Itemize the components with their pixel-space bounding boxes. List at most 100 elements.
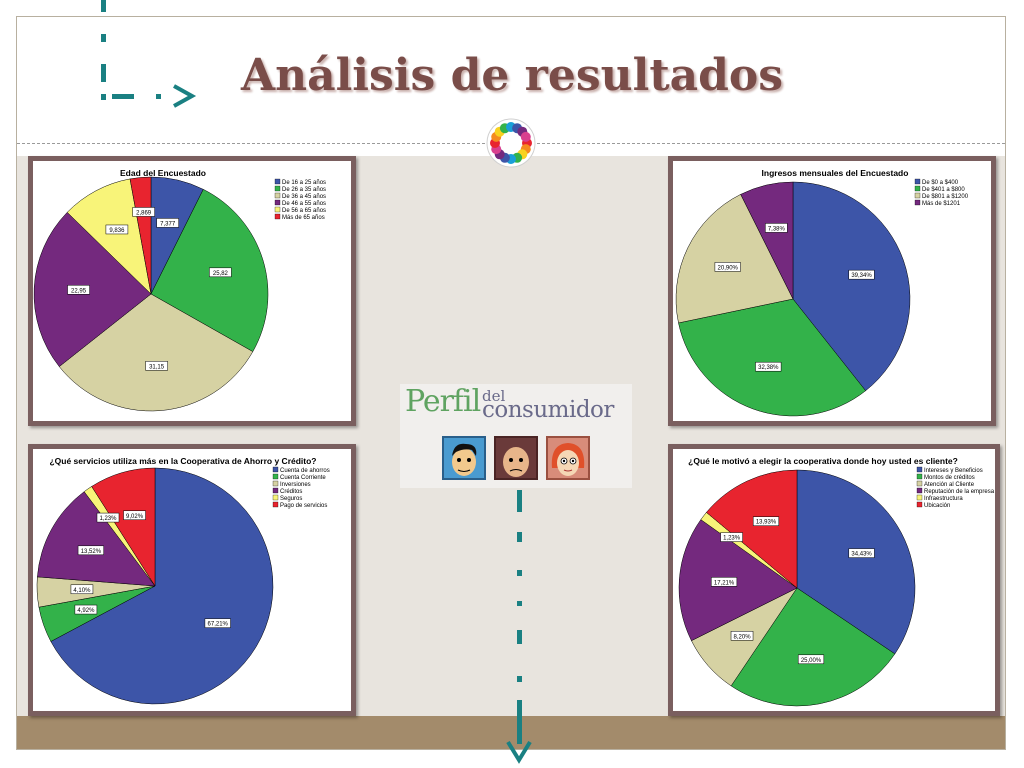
- legend-swatch: [274, 206, 281, 213]
- slice-label-box: [755, 361, 782, 372]
- bottom-arrow-icon: [517, 490, 522, 744]
- chart-services: ¿Qué servicios utiliza más en la Coopera…: [28, 444, 356, 716]
- slice-label-box: [752, 516, 780, 526]
- legend-entry: De 26 a 35 años: [282, 187, 326, 193]
- chart-title: ¿Qué le motivó a elegir la cooperativa d…: [688, 456, 958, 466]
- legend-swatch: [274, 192, 281, 199]
- bottom-chevron-icon: [506, 740, 532, 764]
- pie-chart-svg: Ingresos mensuales del Encuestado 39,34% 3…: [675, 168, 969, 417]
- legend-entry: Cuenta Corriente: [280, 475, 326, 481]
- legend-swatch: [272, 473, 279, 480]
- slice-label: 4,10%: [73, 588, 91, 594]
- legend-entry: Cuenta de ahorros: [280, 468, 330, 474]
- slice-label: 1,23%: [99, 516, 117, 522]
- slice-label-box: [204, 618, 231, 628]
- legend-swatch: [274, 213, 281, 220]
- slice-label: 22,95: [71, 288, 87, 294]
- pie-slice: [33, 211, 152, 367]
- legend-swatch: [914, 178, 921, 185]
- chart-title: Edad del Encuestado: [120, 168, 206, 178]
- slice-label-box: [70, 584, 94, 595]
- slice-label-box: [209, 267, 232, 278]
- slice-label: 67,21%: [208, 622, 229, 628]
- legend-entry: Más de $1201: [922, 201, 961, 207]
- chart-title: ¿Qué servicios utiliza más en la Coopera…: [49, 456, 316, 466]
- pie-slice: [678, 298, 866, 417]
- legend-entry: Pago de servicios: [280, 503, 327, 509]
- slice-label: 31,15: [149, 364, 165, 370]
- legend-swatch: [916, 501, 923, 508]
- legend-swatch: [272, 494, 279, 501]
- slice-label: 9,836: [109, 228, 125, 234]
- pie-chart-svg: Edad del Encuestado 7,377 25,82 31,15 22,95 9…: [33, 168, 326, 412]
- slice-label-box: [74, 604, 98, 615]
- face-man-icon: [442, 436, 486, 480]
- legend-swatch: [916, 487, 923, 494]
- slice-label: 34,43%: [851, 552, 872, 558]
- slice-label: 32,38%: [758, 365, 779, 371]
- pie-slice: [678, 519, 798, 642]
- slice-label-box: [730, 631, 754, 641]
- slice-label: 20,90%: [718, 265, 739, 271]
- slice-label-box: [105, 224, 129, 235]
- slice-label: 13,52%: [81, 549, 102, 555]
- logo-word-consumidor: consumidor: [482, 397, 614, 423]
- slice-label: 13,93%: [756, 520, 777, 526]
- slice-label-box: [797, 654, 825, 665]
- slice-label-box: [720, 532, 743, 542]
- slice-label-box: [67, 285, 90, 295]
- people-circle-icon: [486, 118, 536, 168]
- pie-chart-svg: ¿Qué le motivó a elegir la cooperativa d…: [678, 456, 995, 707]
- pie-slice: [796, 469, 916, 655]
- logo-word-del: del: [482, 387, 506, 405]
- slice-label-box: [77, 545, 104, 556]
- legend-entry: De 36 a 45 años: [282, 194, 326, 200]
- pie-slice: [37, 491, 156, 587]
- slice-label: 4,92%: [77, 608, 95, 614]
- legend-swatch: [914, 185, 921, 192]
- logo-word-perfil: Perfil: [405, 384, 481, 419]
- chart-age: Edad del Encuestado 7,377 25,82 31,15 22,95 9…: [28, 156, 356, 426]
- pie-slice: [50, 467, 274, 705]
- slice-label: 2,869: [136, 210, 152, 216]
- slice-label: 1,23%: [723, 536, 741, 542]
- slice-label: 7,38%: [768, 226, 786, 232]
- face-old-man-icon: [494, 436, 538, 480]
- slice-label-box: [145, 361, 168, 371]
- legend-swatch: [916, 473, 923, 480]
- legend-swatch: [916, 480, 923, 487]
- legend-swatch: [916, 466, 923, 473]
- chart-motivation: ¿Qué le motivó a elegir la cooperativa d…: [668, 444, 1000, 716]
- legend-swatch: [272, 501, 279, 508]
- legend-swatch: [272, 480, 279, 487]
- legend-entry: Seguros: [280, 496, 302, 502]
- face-woman-icon: [546, 436, 590, 480]
- legend-entry: Atención al Cliente: [924, 482, 975, 488]
- slice-label-box: [96, 512, 120, 523]
- slice-label: 17,21%: [714, 580, 735, 586]
- slice-label-box: [765, 223, 788, 233]
- slice-label-box: [123, 510, 146, 521]
- pie-slice: [675, 194, 794, 324]
- legend-entry: De $801 a $1200: [922, 194, 969, 200]
- top-chevron-icon: [173, 84, 197, 108]
- pie-slice: [740, 181, 794, 300]
- legend-entry: Inversiones: [280, 482, 311, 488]
- pie-slice: [58, 293, 254, 412]
- legend-entry: De 16 a 25 años: [282, 180, 326, 186]
- legend-entry: Intereses y Beneficios: [924, 468, 983, 474]
- legend-entry: De $401 a $800: [922, 187, 965, 193]
- slice-label: 25,00%: [801, 658, 822, 664]
- pie-chart-svg: ¿Qué servicios utiliza más en la Coopera…: [36, 456, 330, 705]
- page-title: Análisis de resultados: [240, 50, 784, 101]
- pie-slice: [66, 178, 152, 295]
- slice-label: 8,20%: [734, 634, 752, 640]
- chart-income: Ingresos mensuales del Encuestado 39,34% 3…: [668, 156, 996, 426]
- slice-label: 7,377: [160, 221, 176, 227]
- pie-slice: [129, 176, 152, 295]
- slice-label-box: [132, 207, 155, 217]
- slice-label-box: [711, 577, 738, 587]
- legend-swatch: [916, 494, 923, 501]
- legend-swatch: [914, 199, 921, 206]
